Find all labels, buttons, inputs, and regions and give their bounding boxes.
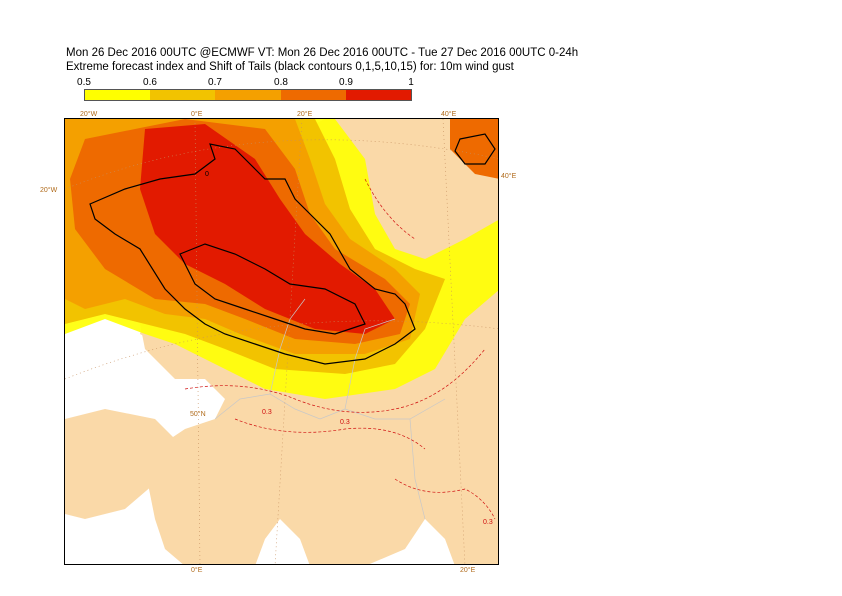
lon-label: 40°E — [441, 111, 457, 118]
border-line — [409, 418, 426, 520]
legend-tick: 1 — [408, 77, 414, 88]
efi-band-09 — [140, 124, 395, 334]
efi-contour — [364, 178, 416, 240]
lon-label: 0°E — [191, 567, 203, 574]
color-legend — [84, 89, 412, 101]
efi-patch-east — [450, 119, 498, 179]
lat-label: 50°N — [190, 410, 206, 418]
sot-contour-label: 0 — [205, 171, 209, 178]
lon-label: 20°E — [297, 111, 313, 118]
legend-swatch-1 — [150, 90, 216, 100]
landmass-iberia — [65, 409, 175, 519]
sot-contour-1 — [179, 243, 366, 335]
legend-swatch-2 — [215, 90, 281, 100]
chart-subtitle: Extreme forecast index and Shift of Tail… — [66, 61, 514, 73]
legend-tick: 0.6 — [143, 77, 157, 88]
sot-contour-0 — [89, 143, 416, 365]
sot-contours — [89, 133, 496, 365]
lon-label: 20°W — [80, 111, 98, 118]
efi-contour — [184, 348, 486, 413]
border-line — [344, 318, 396, 410]
lon-label: 20°E — [460, 567, 476, 574]
legend-swatch-4 — [345, 90, 412, 100]
sot-contour-east — [454, 133, 496, 165]
lat-lon-label: 20°W — [40, 187, 58, 194]
efi-03-contours — [184, 178, 496, 520]
efi-contour — [394, 478, 496, 520]
legend-tick: 0.9 — [339, 77, 353, 88]
lon-label: 40°E — [501, 173, 517, 180]
legend-swatch-3 — [280, 90, 346, 100]
border-line — [269, 298, 306, 395]
chart-title: Mon 26 Dec 2016 00UTC @ECMWF VT: Mon 26 … — [66, 47, 579, 59]
efi-contour-label: 0.3 — [340, 419, 350, 426]
legend-tick: 0.7 — [208, 77, 222, 88]
legend-tick: 0.8 — [274, 77, 288, 88]
lon-label: 0°E — [191, 111, 203, 118]
meridian — [194, 119, 201, 564]
efi-contour-label: 0.3 — [262, 409, 272, 416]
landmass-italy — [305, 439, 385, 529]
borders — [214, 298, 446, 520]
legend-tick: 0.5 — [77, 77, 91, 88]
meridian — [442, 119, 466, 564]
legend-swatch-0 — [85, 90, 151, 100]
map-panel: 0 0.3 0.3 0.3 50°N — [64, 118, 499, 565]
border-line — [214, 393, 446, 420]
map-canvas: 0 0.3 0.3 0.3 50°N — [65, 119, 498, 564]
efi-contour — [234, 418, 426, 450]
efi-shading — [65, 119, 498, 399]
efi-contour-label: 0.3 — [483, 519, 493, 526]
graticule — [65, 119, 498, 564]
